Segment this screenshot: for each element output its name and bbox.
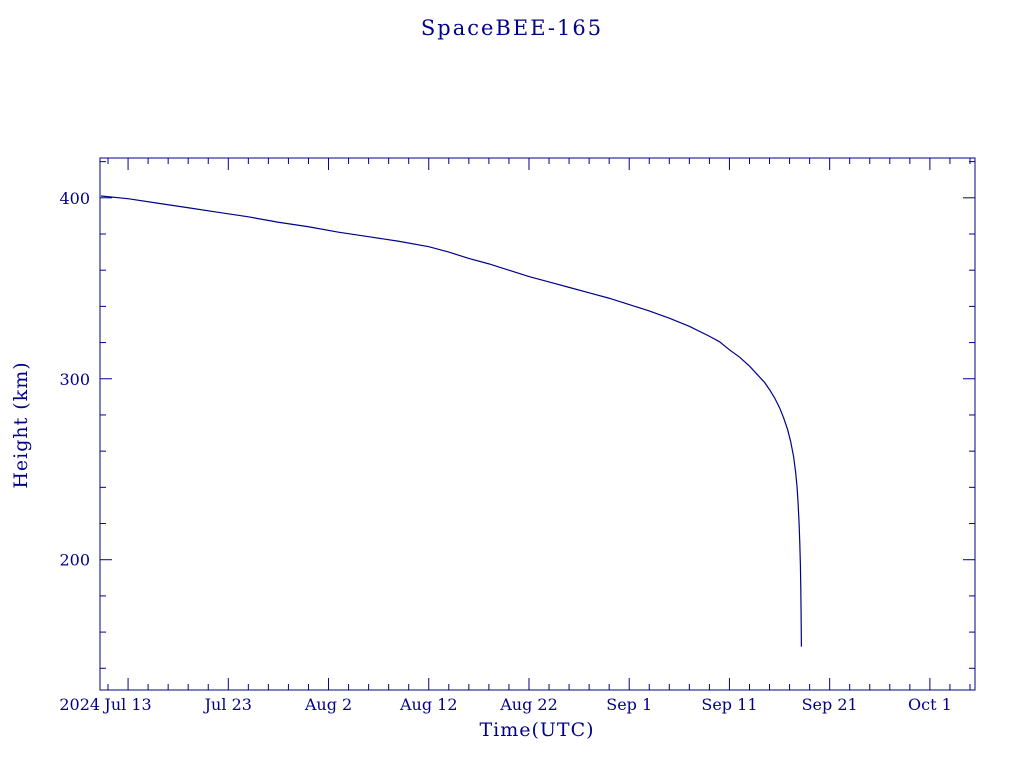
x-tick-label: Aug 2 (304, 695, 352, 714)
y-tick-label: 300 (59, 370, 90, 389)
x-tick-label: Jul 23 (203, 695, 252, 714)
y-tick-label: 400 (59, 189, 90, 208)
x-tick-label: Sep 11 (701, 695, 757, 714)
y-tick-label: 200 (59, 551, 90, 570)
x-tick-label: Oct 1 (908, 695, 952, 714)
x-axis-title: Time(UTC) (479, 719, 595, 741)
x-tick-label: Aug 22 (499, 695, 558, 714)
chart-title: SpaceBEE-165 (420, 16, 604, 40)
x-tick-label: Aug 12 (399, 695, 458, 714)
x-tick-label: Sep 1 (606, 695, 652, 714)
decay-curve (100, 195, 802, 647)
x-tick-label: Jul 13 (102, 695, 151, 714)
plot-frame (99, 157, 976, 691)
x-tick-label: Sep 21 (802, 695, 858, 714)
x-year-label: 2024 (59, 695, 100, 714)
